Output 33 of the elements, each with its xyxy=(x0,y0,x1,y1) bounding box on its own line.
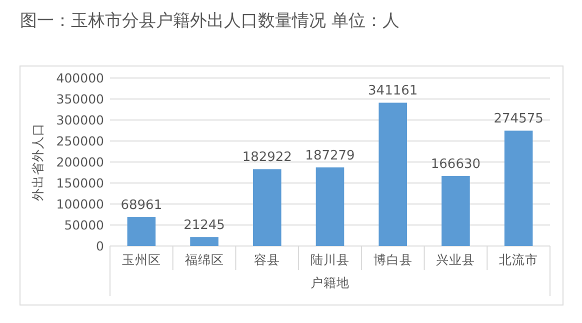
bar xyxy=(127,217,156,246)
y-tick-label: 100000 xyxy=(56,196,104,212)
x-tick-label: 北流市 xyxy=(499,252,538,267)
x-tick-label: 福绵区 xyxy=(184,252,224,267)
data-label: 21245 xyxy=(184,218,225,234)
x-tick-label: 陆川县 xyxy=(310,252,350,267)
y-tick-label: 50000 xyxy=(64,218,104,232)
y-tick-label: 0 xyxy=(96,238,104,254)
bar xyxy=(378,102,407,246)
bar xyxy=(442,176,470,246)
y-tick-label: 150000 xyxy=(56,176,104,190)
y-tick-label: 400000 xyxy=(56,70,104,86)
bar xyxy=(190,237,218,246)
data-label: 274575 xyxy=(494,112,544,127)
chart-title: 图一：玉林市分县户籍外出人口数量情况 单位：人 xyxy=(20,11,400,31)
bar xyxy=(253,169,282,246)
bar xyxy=(504,130,533,246)
x-tick-label: 玉州区 xyxy=(122,252,161,267)
y-tick-label: 350000 xyxy=(56,92,104,106)
data-label: 182922 xyxy=(242,150,292,166)
y-axis-title: 外出省外人口 xyxy=(30,123,45,201)
data-label: 68961 xyxy=(120,198,162,214)
x-axis-title: 户籍地 xyxy=(310,275,350,290)
y-tick-label: 200000 xyxy=(56,154,104,170)
x-tick-label: 博白县 xyxy=(373,252,412,267)
data-label: 166630 xyxy=(430,157,481,172)
data-label: 187279 xyxy=(305,148,355,164)
data-label: 341161 xyxy=(368,84,418,99)
y-tick-label: 250000 xyxy=(56,134,104,148)
x-tick-label: 兴业县 xyxy=(436,252,476,267)
x-tick-label: 容县 xyxy=(254,252,280,267)
bar xyxy=(316,167,344,246)
y-tick-label: 300000 xyxy=(56,112,104,128)
